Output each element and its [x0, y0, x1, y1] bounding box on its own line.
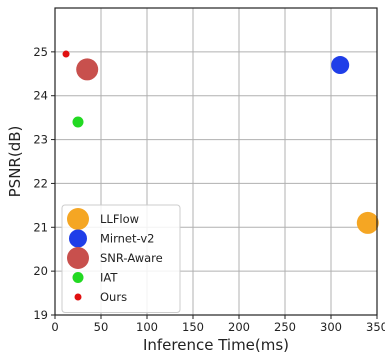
data-point-snr-aware — [76, 58, 99, 81]
legend: LLFlow Mirnet-v2 SNR-Aware IAT Ours — [61, 204, 181, 313]
x-tick-label: 0 — [51, 320, 58, 334]
plot-frame — [54, 7, 378, 316]
x-tick-label: 50 — [94, 320, 109, 334]
data-points — [62, 50, 379, 234]
x-axis-label: Inference Time(ms) — [143, 336, 289, 354]
legend-label: SNR-Aware — [100, 251, 163, 265]
y-axis-ticks: 19 20 21 22 23 24 25 — [33, 45, 55, 322]
legend-marker-iat — [72, 272, 84, 283]
legend-marker-mirnet-v2 — [69, 229, 87, 248]
y-tick-label: 22 — [33, 176, 48, 190]
legend-label: LLFlow — [100, 212, 139, 226]
legend-items: LLFlow Mirnet-v2 SNR-Aware IAT Ours — [67, 208, 163, 304]
data-point-ours — [62, 50, 70, 58]
legend-label: Mirnet-v2 — [100, 232, 154, 246]
x-tick-label: 250 — [274, 320, 296, 334]
x-axis-ticks: 0 50 100 150 200 250 300 350 — [51, 315, 385, 334]
legend-marker-llflow — [67, 208, 89, 230]
legend-label: Ours — [100, 290, 127, 304]
y-axis-label: PSNR(dB) — [6, 126, 24, 198]
data-point-mirnet-v2 — [331, 56, 350, 75]
y-tick-label: 23 — [33, 133, 48, 147]
y-tick-label: 20 — [33, 264, 48, 278]
y-tick-label: 24 — [33, 89, 48, 103]
data-point-iat — [72, 116, 84, 128]
legend-box — [61, 204, 181, 313]
y-tick-label: 25 — [33, 45, 48, 59]
legend-marker-snr-aware — [67, 247, 89, 269]
x-tick-label: 100 — [136, 320, 158, 334]
y-tick-label: 21 — [33, 220, 48, 234]
data-point-llflow — [356, 211, 379, 234]
y-tick-label: 19 — [33, 308, 48, 322]
legend-label: IAT — [100, 271, 118, 285]
x-tick-label: 350 — [366, 320, 385, 334]
x-tick-label: 300 — [320, 320, 342, 334]
x-tick-label: 150 — [182, 320, 204, 334]
x-tick-label: 200 — [228, 320, 250, 334]
legend-marker-ours — [74, 293, 82, 301]
